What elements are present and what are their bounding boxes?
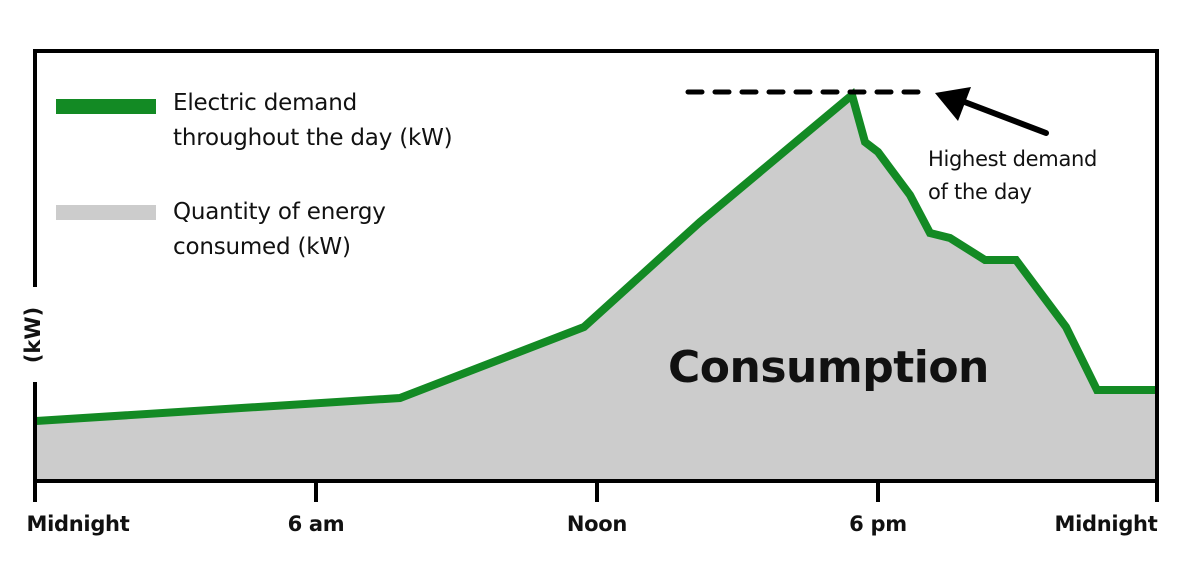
- legend-label-demand: Electric demand throughout the day (kW): [173, 86, 453, 156]
- tick-label-6pm: 6 pm: [849, 512, 907, 536]
- chart-frame: [35, 49, 1159, 502]
- consumption-label: Consumption: [668, 342, 989, 393]
- annotation-line1: Highest demand: [928, 147, 1098, 171]
- annotation-line2: of the day: [928, 180, 1032, 204]
- legend-energy-line2: consumed (kW): [173, 234, 351, 260]
- arrow-shaft: [959, 98, 1049, 136]
- tick-label-midnight-start: Midnight: [26, 512, 130, 536]
- tick-label-midnight-end: Midnight: [1054, 512, 1158, 536]
- legend-swatch-demand: [56, 99, 156, 114]
- legend-label-energy: Quantity of energy consumed (kW): [173, 195, 386, 265]
- legend-demand-line2: throughout the day (kW): [173, 125, 453, 151]
- tick-label-noon: Noon: [566, 512, 628, 536]
- peak-annotation: Highest demand of the day: [928, 143, 1097, 209]
- y-axis-label: (kW): [21, 306, 45, 364]
- tick-label-6am: 6 am: [287, 512, 345, 536]
- consumption-area: [36, 95, 1157, 481]
- legend-swatch-energy: [56, 205, 156, 220]
- demand-line: [35, 87, 1157, 425]
- legend-energy-line1: Quantity of energy: [173, 199, 386, 225]
- arrow-head-icon: [935, 87, 971, 121]
- legend-demand-line1: Electric demand: [173, 90, 357, 116]
